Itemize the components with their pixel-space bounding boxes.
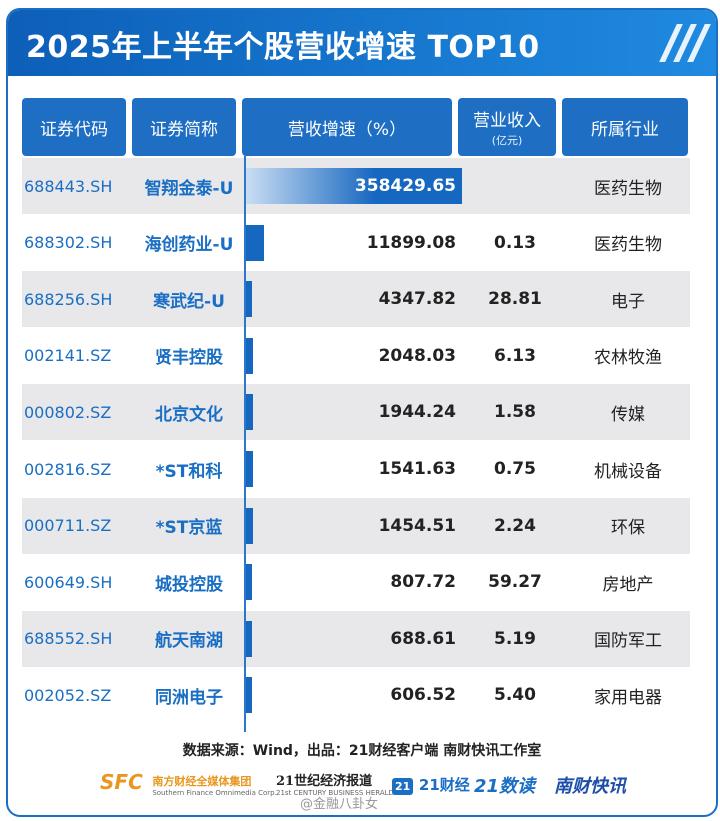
industry-label: 农林牧渔 xyxy=(594,348,662,369)
sfc-logo: SFC 南方财经全媒体集团 Southern Finance Omnimedia… xyxy=(100,770,277,797)
growth-bar xyxy=(246,620,253,657)
industry-label: 国防军工 xyxy=(594,631,662,652)
title-bar: 2025年上半年个股营收增速 TOP10 xyxy=(8,10,716,76)
shudu-logo: 21数读 xyxy=(474,776,536,797)
growth-value: 4347.82 xyxy=(378,289,456,310)
table-row: 688552.SH 航天南湖 688.61 5.19 国防军工 xyxy=(22,610,690,667)
stock-name: 寒武纪-U xyxy=(153,291,225,312)
revenue-value: 2.24 xyxy=(494,515,536,536)
header-code: 证券代码 xyxy=(22,98,126,156)
infographic-frame: 2025年上半年个股营收增速 TOP10 证券代码 证券简称 营收增速（%） 营… xyxy=(6,8,718,817)
revenue-value: 5.40 xyxy=(494,685,536,706)
stock-name: 贤丰控股 xyxy=(155,348,223,369)
header-industry: 所属行业 xyxy=(562,98,688,156)
industry-label: 电子 xyxy=(611,291,645,312)
stock-code: 000802.SZ xyxy=(24,402,112,422)
stock-code: 002816.SZ xyxy=(24,459,112,479)
growth-cell: 1454.51 xyxy=(244,498,464,554)
watermark: @金融八卦女 xyxy=(300,797,379,812)
growth-cell: 807.72 xyxy=(244,554,464,610)
stock-name: 海创药业-U xyxy=(144,235,234,256)
growth-value: 688.61 xyxy=(390,628,456,649)
growth-bar xyxy=(246,677,253,714)
growth-value: 358429.65 xyxy=(354,176,456,196)
stock-name: *ST和科 xyxy=(155,461,223,482)
industry-label: 家用电器 xyxy=(594,687,662,708)
growth-cell: 358429.65 xyxy=(244,158,464,214)
growth-bar xyxy=(246,224,264,261)
growth-cell: 688.61 xyxy=(244,611,464,667)
growth-value: 2048.03 xyxy=(378,345,456,366)
growth-cell: 11899.08 xyxy=(244,215,464,271)
stock-code: 002052.SZ xyxy=(24,685,112,705)
herald-logo: 21世纪经济报道 21st CENTURY BUSINESS HERALD xyxy=(276,774,394,797)
header-name: 证券简称 xyxy=(132,98,236,156)
page-title: 2025年上半年个股营收增速 TOP10 xyxy=(26,30,540,65)
growth-bar xyxy=(246,564,253,601)
growth-value: 11899.08 xyxy=(366,232,456,253)
stock-code: 688302.SH xyxy=(24,233,113,253)
stock-name: 北京文化 xyxy=(155,404,223,425)
industry-label: 环保 xyxy=(611,518,645,539)
growth-bar xyxy=(246,451,253,487)
industry-label: 房地产 xyxy=(602,574,654,595)
table-header: 证券代码 证券简称 营收增速（%） 营业收入 (亿元) 所属行业 xyxy=(8,98,716,156)
growth-value: 1944.24 xyxy=(378,402,456,423)
table-row: 002141.SZ 贤丰控股 2048.03 6.13 农林牧渔 xyxy=(22,328,690,384)
revenue-value xyxy=(464,158,566,214)
revenue-value: 28.81 xyxy=(488,289,542,310)
growth-bar xyxy=(246,507,253,544)
growth-bar xyxy=(246,168,462,204)
stock-name: 城投控股 xyxy=(155,574,223,595)
revenue-value: 59.27 xyxy=(488,572,542,593)
bar-axis-line xyxy=(244,156,246,732)
stock-name: 航天南湖 xyxy=(155,631,223,652)
table-row: 688302.SH 海创药业-U 11899.08 0.13 医药生物 xyxy=(22,215,690,271)
stock-code: 000711.SZ xyxy=(24,516,112,536)
table-row: 002816.SZ *ST和科 1541.63 0.75 机械设备 xyxy=(22,441,690,497)
stock-code: 688443.SH xyxy=(24,176,113,196)
growth-cell: 606.52 xyxy=(244,667,464,723)
growth-value: 606.52 xyxy=(390,685,456,706)
revenue-value: 0.75 xyxy=(494,459,536,479)
industry-label: 机械设备 xyxy=(594,461,662,482)
industry-label: 医药生物 xyxy=(594,178,662,199)
source-note: 数据来源：Wind，出品：21财经客户端 南财快讯工作室 xyxy=(182,743,542,759)
growth-value: 807.72 xyxy=(390,572,456,593)
table-row: 688256.SH 寒武纪-U 4347.82 28.81 电子 xyxy=(22,271,690,328)
header-growth: 营收增速（%） xyxy=(242,98,452,156)
revenue-value: 0.13 xyxy=(494,232,536,253)
revenue-value: 5.19 xyxy=(494,628,536,649)
table-row: 688443.SH 智翔金泰-U 358429.65 医药生物 xyxy=(22,158,690,214)
table-row: 000711.SZ *ST京蓝 1454.51 2.24 环保 xyxy=(22,497,690,554)
stock-code: 002141.SZ xyxy=(24,346,112,366)
growth-bar xyxy=(246,281,252,318)
growth-bar xyxy=(246,394,253,431)
stock-name: 智翔金泰-U xyxy=(144,178,234,199)
table-row: 002052.SZ 同洲电子 606.52 5.40 家用电器 xyxy=(22,667,690,723)
revenue-value: 1.58 xyxy=(494,402,536,423)
app-logo: 21 21财经 xyxy=(392,774,470,795)
stock-code: 688256.SH xyxy=(24,289,113,309)
stock-code: 688552.SH xyxy=(24,629,113,649)
header-revenue: 营业收入 (亿元) xyxy=(458,98,556,156)
stock-code: 600649.SH xyxy=(24,572,113,592)
table-row: 600649.SH 城投控股 807.72 59.27 房地产 xyxy=(22,554,690,610)
growth-value: 1454.51 xyxy=(378,515,456,536)
revenue-value: 6.13 xyxy=(494,345,536,366)
stock-name: *ST京蓝 xyxy=(155,518,223,539)
kuaixun-logo: 南财快讯 xyxy=(554,776,626,797)
growth-bar xyxy=(246,337,253,374)
logo-strip: SFC 南方财经全媒体集团 Southern Finance Omnimedia… xyxy=(8,770,716,804)
industry-label: 传媒 xyxy=(611,404,645,425)
table-row: 000802.SZ 北京文化 1944.24 1.58 传媒 xyxy=(22,384,690,441)
growth-value: 1541.63 xyxy=(378,459,456,479)
growth-cell: 1944.24 xyxy=(244,384,464,440)
growth-cell: 4347.82 xyxy=(244,271,464,327)
slash-decoration-icon xyxy=(659,24,711,66)
stock-name: 同洲电子 xyxy=(155,687,223,708)
growth-cell: 1541.63 xyxy=(244,441,464,497)
industry-label: 医药生物 xyxy=(594,235,662,256)
growth-cell: 2048.03 xyxy=(244,328,464,384)
